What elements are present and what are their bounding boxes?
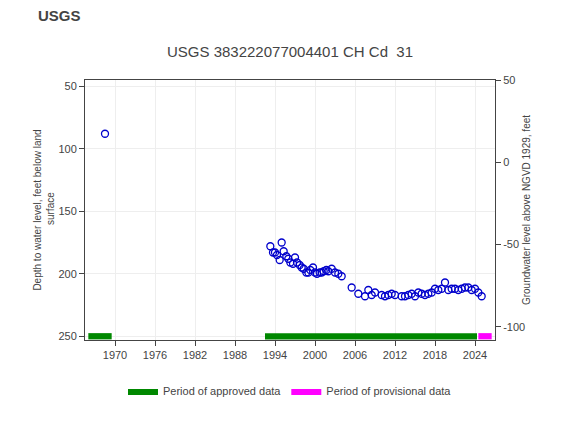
svg-text:Depth to water level, feet bel: Depth to water level, feet below land su…	[32, 129, 56, 290]
svg-text:Period of approved data: Period of approved data	[163, 385, 281, 397]
svg-text:-100: -100	[503, 321, 525, 333]
svg-text:0: 0	[503, 156, 509, 168]
svg-text:50: 50	[65, 80, 77, 92]
svg-text:Period of provisional data: Period of provisional data	[326, 385, 451, 397]
svg-text:2006: 2006	[343, 349, 367, 361]
svg-text:-50: -50	[503, 238, 519, 250]
svg-text:2024: 2024	[463, 349, 487, 361]
svg-text:1970: 1970	[103, 349, 127, 361]
svg-text:100: 100	[58, 143, 76, 155]
svg-text:USGS: USGS	[38, 7, 81, 24]
svg-text:50: 50	[503, 74, 515, 86]
svg-text:1982: 1982	[183, 349, 207, 361]
svg-text:2012: 2012	[383, 349, 407, 361]
svg-text:Groundwater level above NGVD 1: Groundwater level above NGVD 1929, feet	[521, 115, 532, 305]
svg-text:USGS 383222077004401 CH Cd 31: USGS 383222077004401 CH Cd 31	[167, 43, 413, 60]
svg-text:1976: 1976	[143, 349, 167, 361]
svg-text:250: 250	[58, 330, 76, 342]
svg-text:1994: 1994	[263, 349, 287, 361]
svg-text:200: 200	[58, 268, 76, 280]
svg-text:2000: 2000	[303, 349, 327, 361]
svg-text:150: 150	[58, 205, 76, 217]
svg-text:2018: 2018	[423, 349, 447, 361]
svg-text:1988: 1988	[223, 349, 247, 361]
